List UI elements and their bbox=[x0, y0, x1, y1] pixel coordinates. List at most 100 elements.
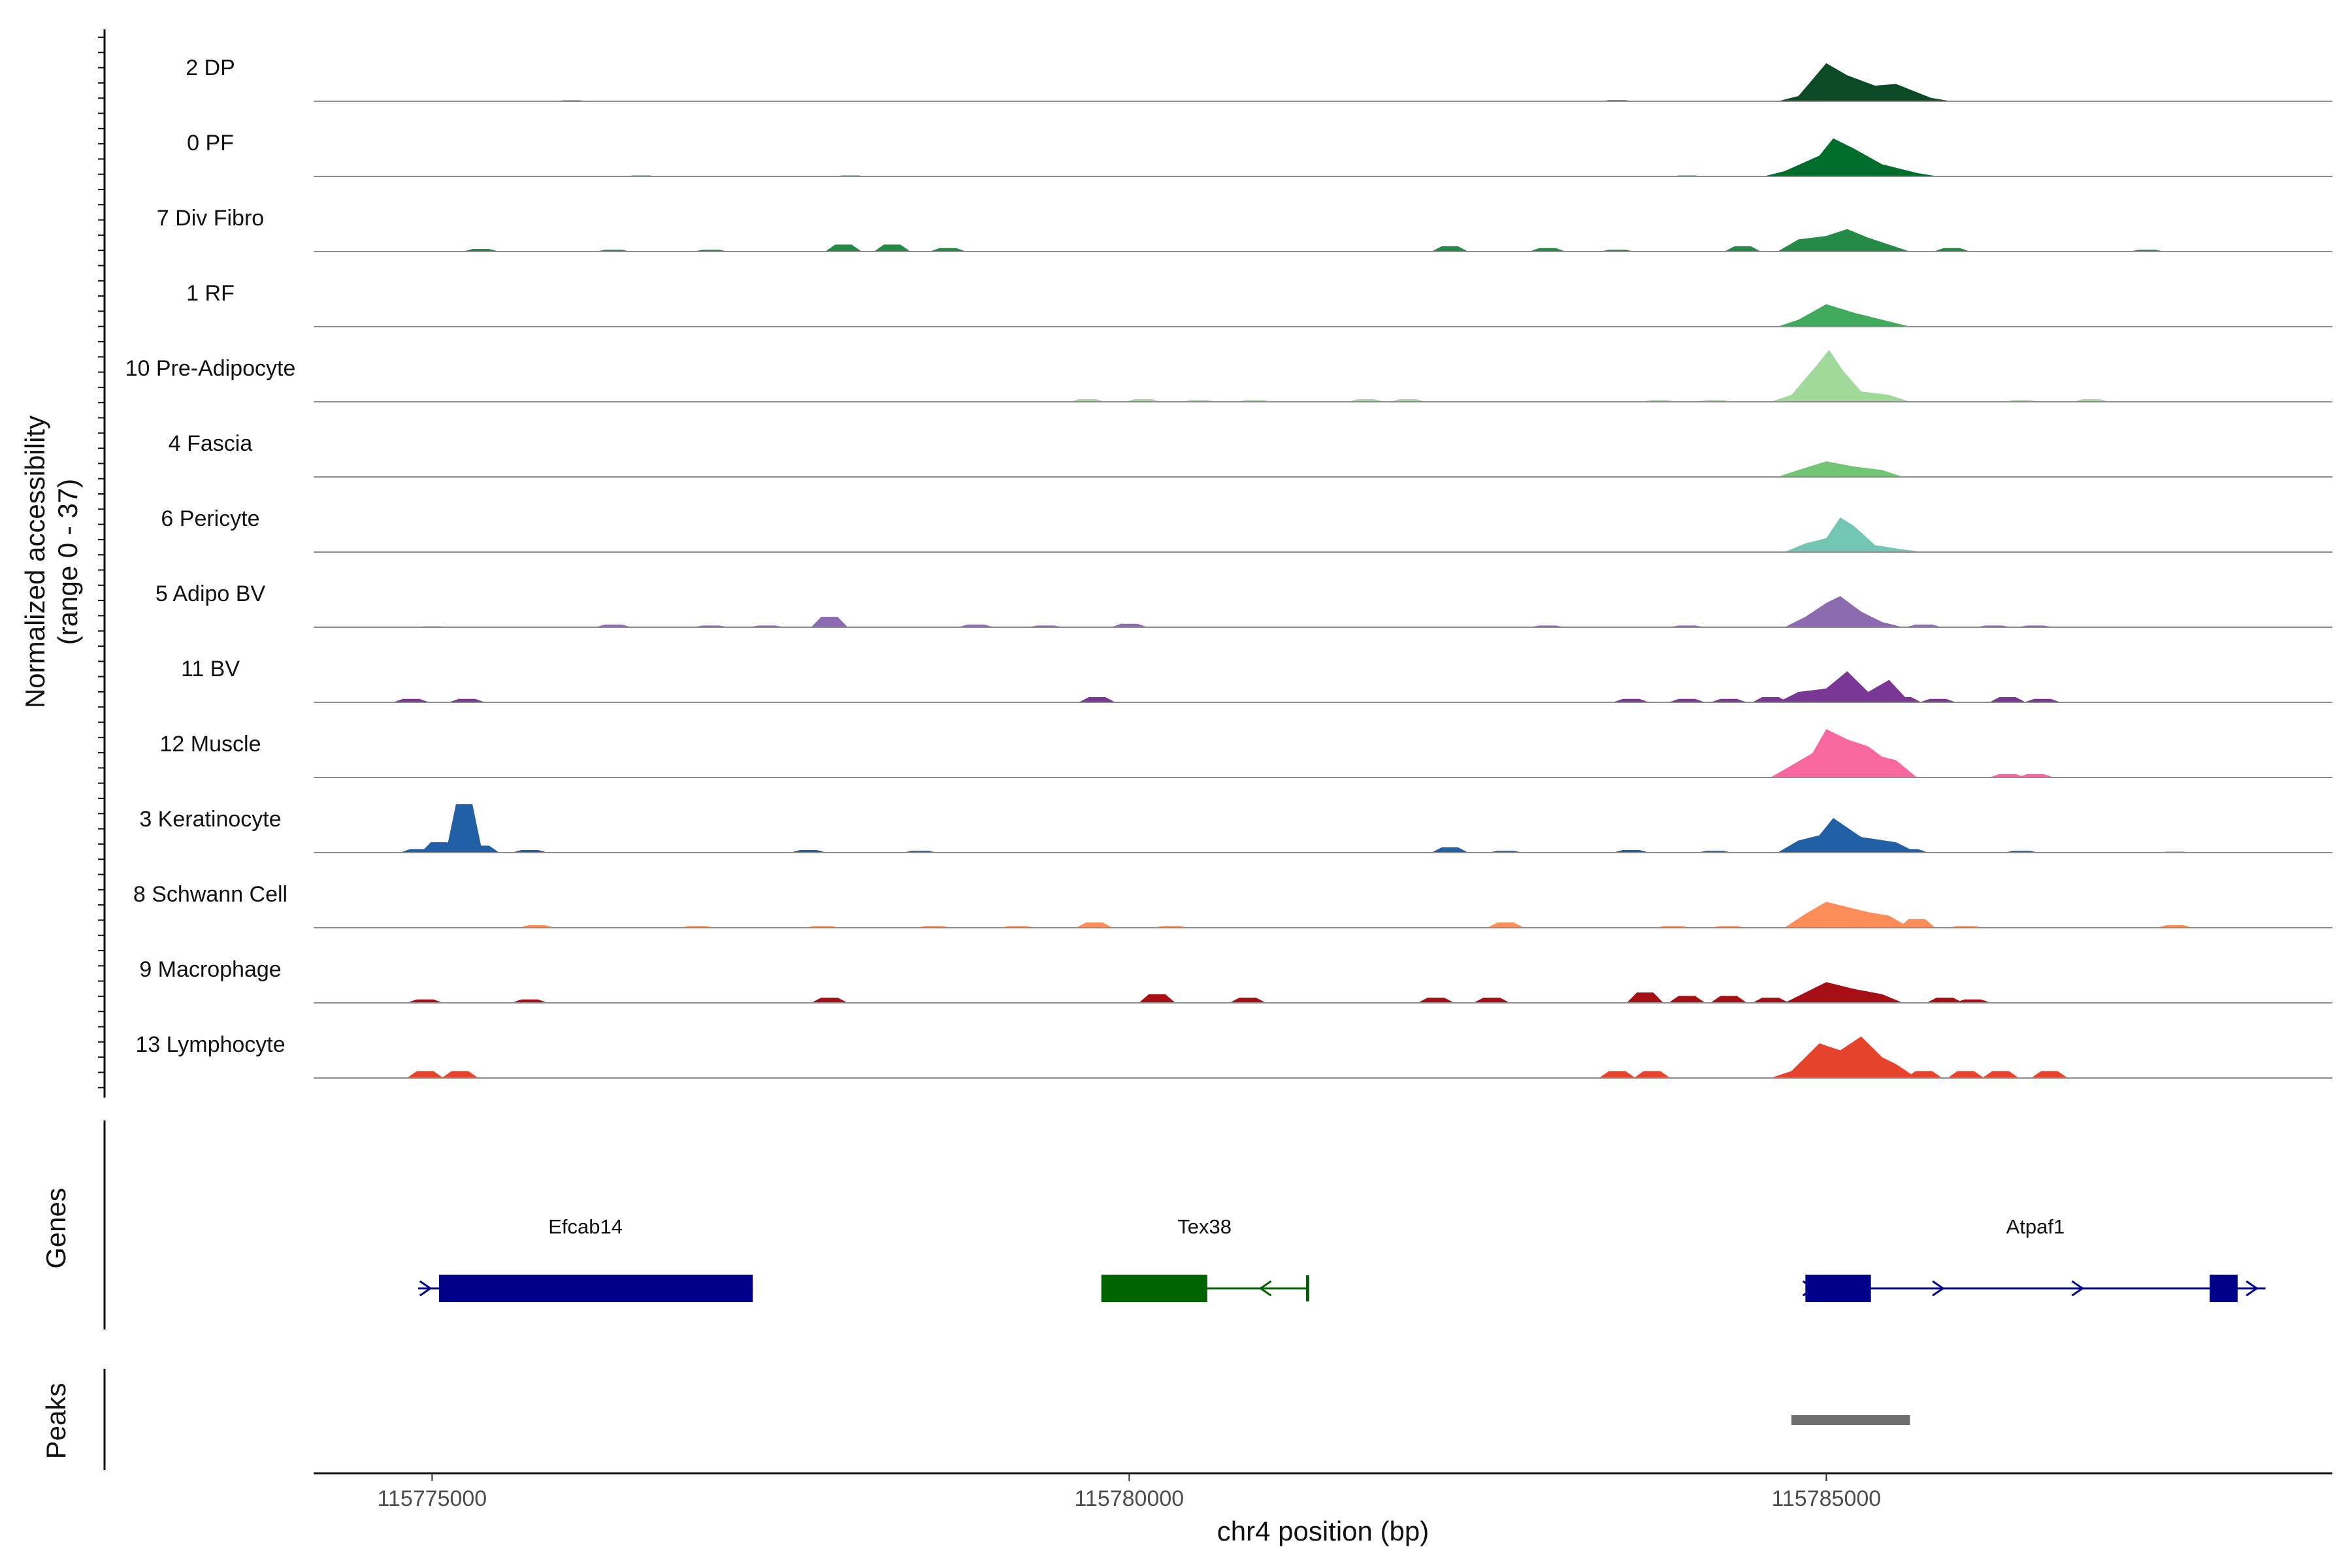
track-13: 9 Macrophage bbox=[139, 957, 2332, 1004]
gene-annotation-track: Genes Efcab14 Tex38 Atpaf1 bbox=[41, 1120, 2266, 1330]
peak-signal bbox=[1784, 517, 1924, 552]
track-3: 7 Div Fibro bbox=[157, 206, 2332, 252]
background-signal bbox=[1229, 998, 1266, 1003]
gene-exon bbox=[439, 1275, 753, 1302]
background-signal bbox=[1626, 992, 1663, 1003]
peak-signal bbox=[1777, 461, 1903, 477]
strand-arrow bbox=[1258, 1280, 1272, 1297]
x-tick-label: 115775000 bbox=[378, 1486, 487, 1511]
x-tick-label: 115780000 bbox=[1075, 1486, 1184, 1511]
background-signal bbox=[463, 845, 500, 853]
track-label: 10 Pre-Adipocyte bbox=[125, 356, 296, 381]
track-label: 1 RF bbox=[186, 281, 235, 306]
track-label: 11 BV bbox=[181, 657, 240, 681]
background-signal bbox=[1926, 998, 1963, 1003]
background-signal bbox=[1431, 246, 1469, 252]
track-12: 8 Schwann Cell bbox=[133, 882, 2332, 928]
background-signal bbox=[1079, 697, 1116, 702]
peak-signal bbox=[1784, 902, 1910, 928]
track-8: 5 Adipo BV bbox=[155, 581, 2332, 628]
genes-track-label: Genes bbox=[41, 1188, 71, 1269]
background-signal bbox=[929, 248, 966, 252]
background-signal bbox=[446, 804, 483, 853]
y-axis: Normalized accessibility (range 0 - 37) bbox=[20, 29, 106, 1098]
background-signal bbox=[811, 998, 848, 1003]
gene-tex38: Tex38 bbox=[1101, 1215, 1310, 1302]
peaks-track-label: Peaks bbox=[41, 1383, 71, 1460]
peak-signal bbox=[1771, 1036, 1918, 1078]
peak-signal bbox=[1771, 728, 1918, 777]
track-2: 0 PF bbox=[187, 131, 2332, 177]
peak-signal bbox=[1777, 304, 1910, 327]
track-label: 13 Lymphocyte bbox=[135, 1032, 285, 1057]
peak-signal bbox=[1784, 982, 1903, 1003]
background-signal bbox=[1947, 1071, 1984, 1078]
background-signal bbox=[1139, 994, 1176, 1003]
background-signal bbox=[1668, 698, 1705, 702]
peak-signal bbox=[1771, 350, 1910, 402]
background-signal bbox=[1599, 1071, 1636, 1078]
background-signal bbox=[1752, 998, 1789, 1003]
peaks-track: Peaks bbox=[41, 1369, 1910, 1470]
track-label: 7 Div Fibro bbox=[157, 206, 264, 231]
track-1: 2 DP bbox=[186, 56, 2332, 102]
y-axis-range: (range 0 - 37) bbox=[52, 479, 83, 645]
track-label: 4 Fascia bbox=[169, 431, 253, 456]
peak-signal bbox=[1777, 671, 1910, 702]
background-signal bbox=[1668, 996, 1705, 1003]
background-signal bbox=[1989, 774, 2026, 777]
strand-arrow bbox=[419, 1280, 433, 1297]
background-signal bbox=[442, 1071, 479, 1078]
background-signal bbox=[406, 999, 444, 1003]
background-signal bbox=[1487, 923, 1524, 928]
background-signal bbox=[1076, 923, 1113, 928]
coverage-tracks: 2 DP 0 PF 7 Div Fibro 1 RF 10 Pre-Adipocyte 4… bbox=[125, 56, 2332, 1079]
strand-arrow bbox=[1932, 1280, 1945, 1297]
track-label: 0 PF bbox=[187, 131, 234, 155]
background-signal bbox=[1899, 919, 1936, 928]
track-label: 6 Pericyte bbox=[161, 506, 259, 531]
background-signal bbox=[825, 244, 862, 252]
x-axis-title: chr4 position (bp) bbox=[1217, 1516, 1429, 1546]
gene-exon bbox=[2210, 1275, 2238, 1302]
track-6: 4 Fascia bbox=[169, 431, 2332, 478]
gene-exon bbox=[1101, 1275, 1207, 1302]
background-signal bbox=[2031, 1071, 2068, 1078]
background-signal bbox=[1752, 697, 1789, 702]
background-signal bbox=[1473, 998, 1511, 1003]
track-label: 3 Keratinocyte bbox=[139, 807, 281, 832]
background-signal bbox=[1982, 1071, 2019, 1078]
background-signal bbox=[874, 244, 911, 252]
peak-signal bbox=[1784, 596, 1903, 627]
background-signal bbox=[511, 999, 548, 1003]
gene-label: Efcab14 bbox=[548, 1215, 623, 1238]
background-signal bbox=[811, 617, 848, 627]
track-5: 10 Pre-Adipocyte bbox=[125, 350, 2332, 402]
background-signal bbox=[1633, 1071, 1671, 1078]
background-signal bbox=[2024, 698, 2061, 702]
gene-label: Tex38 bbox=[1177, 1215, 1232, 1238]
x-axis: chr4 position (bp) 115775000 115780000 115… bbox=[314, 1472, 2332, 1546]
track-4: 1 RF bbox=[186, 281, 2332, 327]
background-signal bbox=[1954, 999, 1991, 1003]
peak-signal bbox=[1777, 818, 1918, 853]
peak-signal bbox=[1763, 138, 1938, 176]
background-signal bbox=[1710, 698, 1747, 702]
background-signal bbox=[1111, 623, 1148, 627]
background-signal bbox=[1933, 248, 1970, 252]
strand-arrow bbox=[2071, 1280, 2085, 1297]
background-signal bbox=[1431, 847, 1469, 853]
gene-label: Atpaf1 bbox=[2006, 1215, 2065, 1238]
background-signal bbox=[1710, 996, 1747, 1003]
track-label: 2 DP bbox=[186, 56, 235, 80]
track-11: 3 Keratinocyte bbox=[139, 804, 2332, 853]
strand-arrow bbox=[1802, 1280, 1816, 1297]
track-label: 12 Muscle bbox=[160, 732, 261, 757]
track-10: 12 Muscle bbox=[160, 728, 2332, 778]
background-signal bbox=[1612, 698, 1650, 702]
background-signal bbox=[1417, 998, 1454, 1003]
track-9: 11 BV bbox=[181, 657, 2332, 703]
background-signal bbox=[1905, 1071, 1942, 1078]
gene-atpaf1: Atpaf1 bbox=[1802, 1215, 2266, 1302]
